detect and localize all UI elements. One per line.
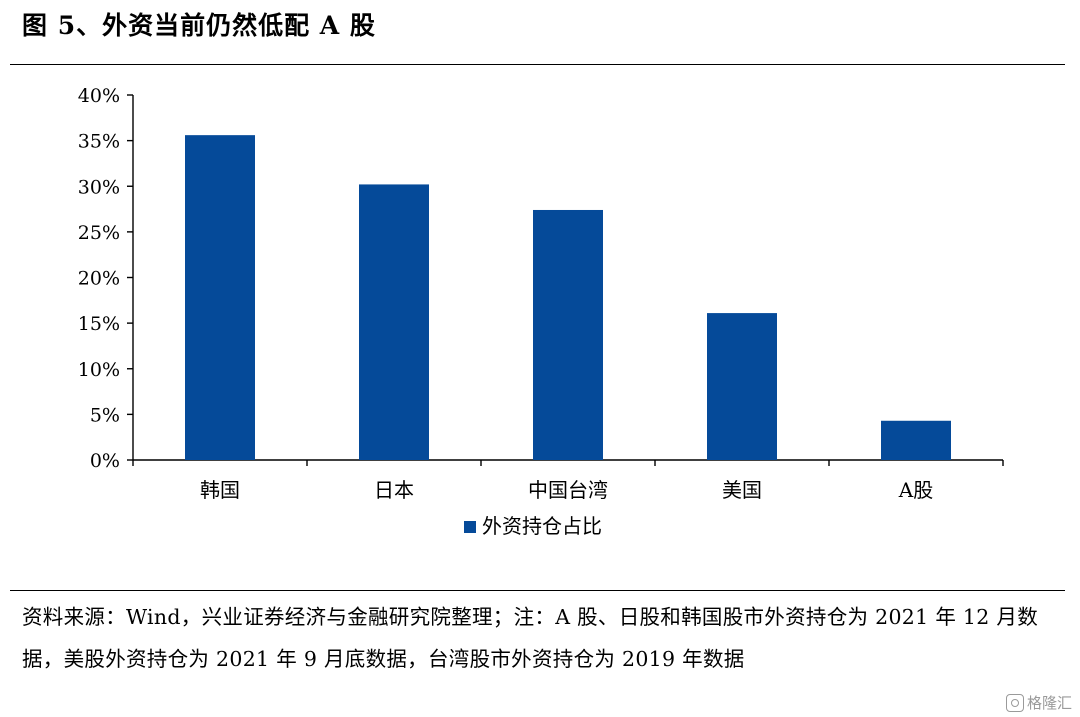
- y-tick-label: 20%: [78, 268, 120, 290]
- y-tick-label: 40%: [78, 85, 120, 107]
- watermark-text: 格隆汇: [1026, 694, 1072, 712]
- y-tick-label: 15%: [78, 313, 120, 335]
- y-tick-label: 5%: [90, 404, 120, 426]
- x-tick-label: 韩国: [200, 478, 240, 502]
- bar: [533, 209, 603, 460]
- bar: [185, 135, 255, 460]
- legend-swatch: [464, 521, 476, 533]
- bar: [707, 313, 777, 460]
- bottom-rule: [10, 590, 1065, 591]
- figure-title: 图 5、外资当前仍然低配 A 股: [22, 11, 376, 40]
- watermark: 格隆汇: [1005, 692, 1072, 713]
- x-tick-label: A股: [898, 478, 933, 502]
- y-tick-label: 25%: [78, 222, 120, 244]
- legend-label: 外资持仓占比: [482, 514, 602, 538]
- y-tick-label: 0%: [90, 450, 120, 472]
- x-tick-label: 日本: [374, 478, 414, 502]
- x-tick-label: 美国: [722, 478, 762, 502]
- watermark-logo-icon: [1005, 693, 1024, 712]
- y-tick-label: 10%: [78, 359, 120, 381]
- source-note: 资料来源：Wind，兴业证券经济与金融研究院整理；注：A 股、日股和韩国股市外资…: [22, 605, 1039, 671]
- bar: [359, 184, 429, 461]
- bar: [881, 420, 951, 460]
- bar-chart: 0% 5% 10% 15% 20% 25% 30% 35% 40% 韩国 日本 中国台湾 美国 A股外资持…: [78, 85, 1004, 538]
- y-tick-label: 35%: [78, 131, 120, 153]
- x-tick-label: 中国台湾: [528, 478, 608, 502]
- y-tick-label: 30%: [78, 176, 120, 198]
- top-rule: [10, 64, 1065, 65]
